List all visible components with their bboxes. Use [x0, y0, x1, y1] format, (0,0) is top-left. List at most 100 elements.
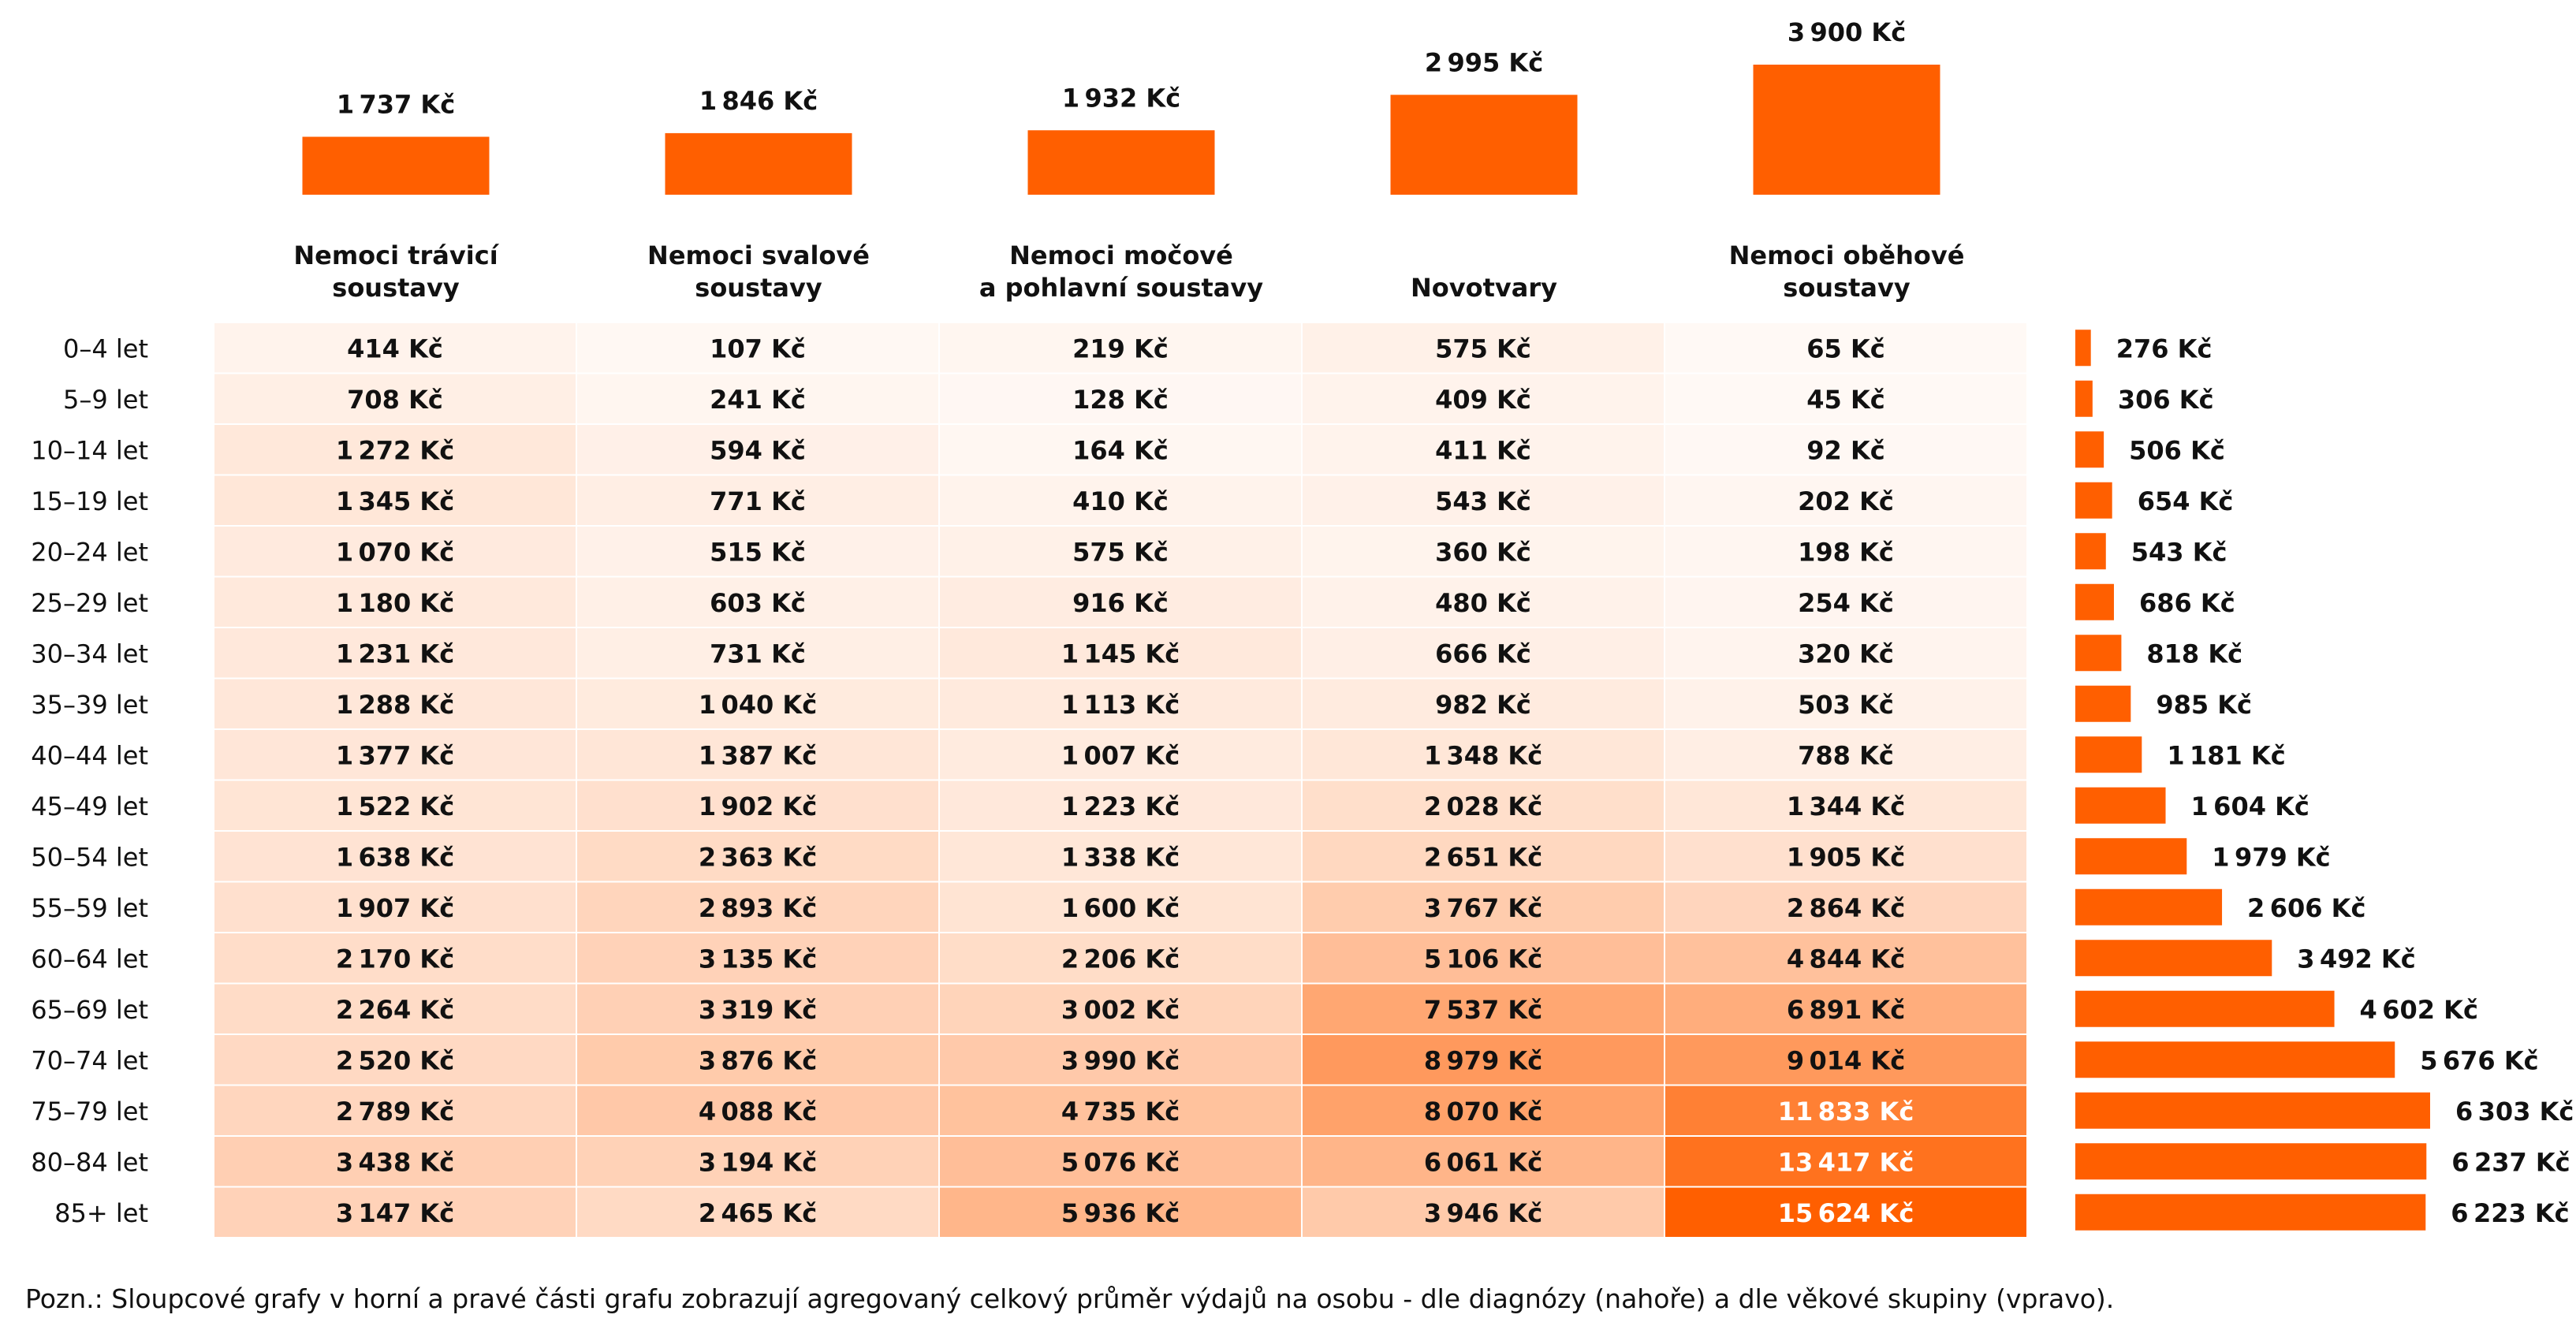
heatmap-cell — [577, 984, 938, 1033]
cell-value-label: 164 Kč — [1072, 435, 1169, 465]
age-group-label: 55–59 let — [31, 893, 148, 923]
heatmap-cell — [940, 730, 1301, 780]
right-bar-label: 506 Kč — [2129, 435, 2225, 465]
cell-value-label: 515 Kč — [710, 537, 806, 567]
heatmap-cell — [577, 1137, 938, 1186]
heatmap-cell — [1665, 374, 2026, 423]
heatmap-cell — [577, 730, 938, 780]
cell-value-label: 4 735 Kč — [1061, 1097, 1180, 1127]
cell-value-label: 1 600 Kč — [1061, 893, 1180, 923]
cell-value-label: 8 070 Kč — [1424, 1097, 1542, 1127]
heatmap-cell — [214, 1137, 576, 1186]
cell-value-label: 9 014 Kč — [1787, 1045, 1905, 1075]
right-bar-label: 985 Kč — [2156, 690, 2252, 720]
right-bar-label: 2 606 Kč — [2247, 893, 2365, 923]
cell-value-label: 15 624 Kč — [1778, 1198, 1914, 1228]
heatmap-cell — [577, 1035, 938, 1085]
cell-value-label: 1 522 Kč — [336, 791, 454, 821]
cell-value-label: 1 377 Kč — [336, 740, 454, 770]
right-bar-label: 818 Kč — [2146, 639, 2242, 668]
heatmap-cell — [1665, 882, 2026, 932]
cell-value-label: 3 990 Kč — [1061, 1045, 1180, 1075]
heatmap-cell — [1303, 933, 1664, 983]
heatmap-cell — [214, 1187, 576, 1237]
cell-value-label: 2 893 Kč — [699, 893, 817, 923]
heatmap-cell — [940, 1187, 1301, 1237]
heatmap-cell — [1665, 425, 2026, 475]
cell-value-label: 2 789 Kč — [336, 1097, 454, 1127]
age-group-label: 85+ let — [54, 1198, 148, 1228]
age-group-label: 20–24 let — [31, 537, 148, 567]
heatmap-cell — [577, 323, 938, 373]
cell-value-label: 2 264 Kč — [336, 995, 454, 1025]
heatmap-cell — [940, 679, 1301, 728]
top-bar-label: 1 846 Kč — [699, 86, 818, 116]
age-group-label: 0–4 let — [63, 333, 148, 363]
cell-value-label: 360 Kč — [1435, 537, 1531, 567]
top-bar-label: 1 737 Kč — [337, 90, 455, 120]
category-header: a pohlavní soustavy — [979, 273, 1263, 303]
age-group-label: 10–14 let — [31, 435, 148, 465]
age-group-label: 75–79 let — [31, 1097, 148, 1127]
heatmap-cell — [577, 1187, 938, 1237]
heatmap-cell — [1303, 984, 1664, 1033]
heatmap-cell — [940, 984, 1301, 1033]
cell-value-label: 1 007 Kč — [1061, 740, 1180, 770]
cell-value-label: 410 Kč — [1072, 486, 1169, 516]
cell-value-label: 5 076 Kč — [1061, 1147, 1180, 1177]
cell-value-label: 1 345 Kč — [336, 486, 454, 516]
cell-value-label: 1 231 Kč — [336, 639, 454, 668]
cell-value-label: 45 Kč — [1806, 385, 1884, 415]
heatmap-cell — [940, 1086, 1301, 1135]
right-bar — [2075, 482, 2112, 519]
heatmap-cell — [1665, 475, 2026, 525]
cell-value-label: 575 Kč — [1072, 537, 1169, 567]
heatmap-cell — [940, 527, 1301, 576]
cell-value-label: 128 Kč — [1072, 385, 1169, 415]
heatmap-cell — [1303, 832, 1664, 881]
cell-value-label: 1 145 Kč — [1061, 639, 1180, 668]
cell-value-label: 666 Kč — [1435, 639, 1531, 668]
heatmap-cell — [940, 832, 1301, 881]
right-bar-label: 5 676 Kč — [2420, 1045, 2538, 1075]
heatmap-cell — [1303, 882, 1664, 932]
heatmap-cell — [940, 933, 1301, 983]
category-header: Novotvary — [1411, 273, 1557, 303]
cell-value-label: 603 Kč — [710, 588, 806, 618]
cell-value-label: 241 Kč — [710, 385, 806, 415]
heatmap-cell — [940, 882, 1301, 932]
heatmap-cell — [214, 425, 576, 475]
right-bar-label: 306 Kč — [2118, 385, 2214, 415]
heatmap-cell — [214, 780, 576, 830]
cell-value-label: 1 907 Kč — [336, 893, 454, 923]
cell-value-label: 2 520 Kč — [336, 1045, 454, 1075]
top-bar — [1027, 130, 1215, 195]
cell-value-label: 3 876 Kč — [699, 1045, 817, 1075]
cell-value-label: 2 028 Kč — [1424, 791, 1542, 821]
heatmap-cell — [1665, 577, 2026, 627]
right-bar-label: 1 604 Kč — [2191, 791, 2309, 821]
cell-value-label: 2 170 Kč — [336, 944, 454, 974]
heatmap-cell — [577, 527, 938, 576]
chart-note: Pozn.: Sloupcové grafy v horní a pravé č… — [25, 1283, 2115, 1314]
heatmap-cell — [1303, 1035, 1664, 1085]
heatmap-cell — [940, 780, 1301, 830]
heatmap-cell — [1303, 577, 1664, 627]
cell-value-label: 4 844 Kč — [1787, 944, 1905, 974]
category-header: soustavy — [1783, 273, 1911, 303]
top-bar-label: 3 900 Kč — [1788, 17, 1906, 47]
heatmap-cell — [940, 577, 1301, 627]
cell-value-label: 1 344 Kč — [1787, 791, 1905, 821]
heatmap-cell — [940, 1035, 1301, 1085]
heatmap-cell — [1665, 527, 2026, 576]
cell-value-label: 3 946 Kč — [1424, 1198, 1542, 1228]
heatmap-cell — [214, 323, 576, 373]
heatmap-cell — [214, 628, 576, 678]
cell-value-label: 11 833 Kč — [1778, 1097, 1914, 1127]
age-group-label: 30–34 let — [31, 639, 148, 668]
category-header: Nemoci trávicí — [293, 240, 499, 270]
right-bar-label: 1 979 Kč — [2212, 842, 2330, 872]
cell-value-label: 916 Kč — [1072, 588, 1169, 618]
heatmap-cell — [214, 933, 576, 983]
